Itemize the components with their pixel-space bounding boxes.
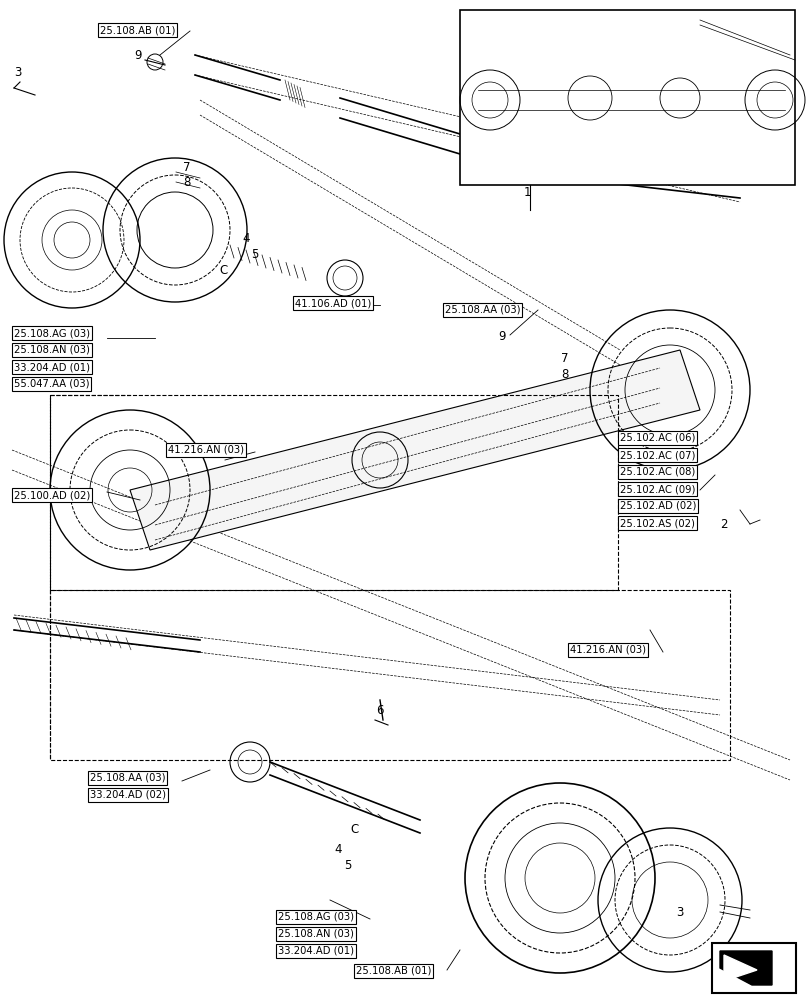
Text: 25.108.AN (03): 25.108.AN (03)	[277, 929, 354, 939]
Text: 41.106.AD (01): 41.106.AD (01)	[294, 298, 371, 308]
Text: 5: 5	[344, 859, 351, 872]
Text: 25.102.AD (02): 25.102.AD (02)	[620, 501, 696, 511]
Text: 25.108.AA (03): 25.108.AA (03)	[90, 773, 165, 783]
Text: 25.102.AC (07): 25.102.AC (07)	[620, 450, 694, 460]
Polygon shape	[719, 951, 771, 985]
Text: 6: 6	[375, 704, 384, 716]
Text: 3: 3	[15, 66, 22, 79]
Text: 8: 8	[560, 367, 568, 380]
Text: 9: 9	[498, 330, 505, 342]
Text: C: C	[350, 823, 358, 836]
Text: 33.204.AD (01): 33.204.AD (01)	[277, 946, 354, 956]
Text: 55.047.AA (03): 55.047.AA (03)	[14, 379, 89, 389]
Text: 25.102.AS (02): 25.102.AS (02)	[620, 518, 694, 528]
Text: 1: 1	[522, 186, 530, 198]
Bar	[460, 10, 794, 185]
Text: 25.108.AG (03): 25.108.AG (03)	[14, 328, 90, 338]
Text: 5: 5	[251, 247, 259, 260]
Text: 3: 3	[676, 906, 683, 919]
Text: 2: 2	[719, 518, 727, 530]
Text: 8: 8	[183, 176, 191, 189]
Text: 25.102.AC (06): 25.102.AC (06)	[620, 433, 694, 443]
Text: 33.204.AD (02): 33.204.AD (02)	[90, 790, 165, 800]
Polygon shape	[130, 350, 699, 550]
Text: 4: 4	[334, 843, 341, 856]
Text: 25.108.AB (01): 25.108.AB (01)	[355, 966, 431, 976]
Text: 25.108.AB (01): 25.108.AB (01)	[100, 25, 175, 35]
Text: 9: 9	[134, 49, 142, 62]
Text: 4: 4	[242, 232, 250, 244]
Bar	[711, 943, 795, 993]
Text: 25.108.AN (03): 25.108.AN (03)	[14, 345, 90, 355]
Text: 25.102.AC (09): 25.102.AC (09)	[620, 484, 694, 494]
Text: 33.204.AD (01): 33.204.AD (01)	[14, 362, 90, 372]
Text: 25.100.AD (02): 25.100.AD (02)	[14, 490, 90, 500]
Text: 41.216.AN (03): 41.216.AN (03)	[168, 445, 243, 455]
Text: 25.108.AG (03): 25.108.AG (03)	[277, 912, 354, 922]
Text: 25.102.AC (08): 25.102.AC (08)	[620, 467, 694, 477]
Text: 7: 7	[183, 161, 191, 174]
Polygon shape	[723, 955, 756, 981]
Text: C: C	[220, 263, 228, 276]
Text: 25.108.AA (03): 25.108.AA (03)	[444, 305, 520, 315]
Text: 41.216.AN (03): 41.216.AN (03)	[569, 645, 646, 655]
Text: 7: 7	[560, 352, 568, 364]
